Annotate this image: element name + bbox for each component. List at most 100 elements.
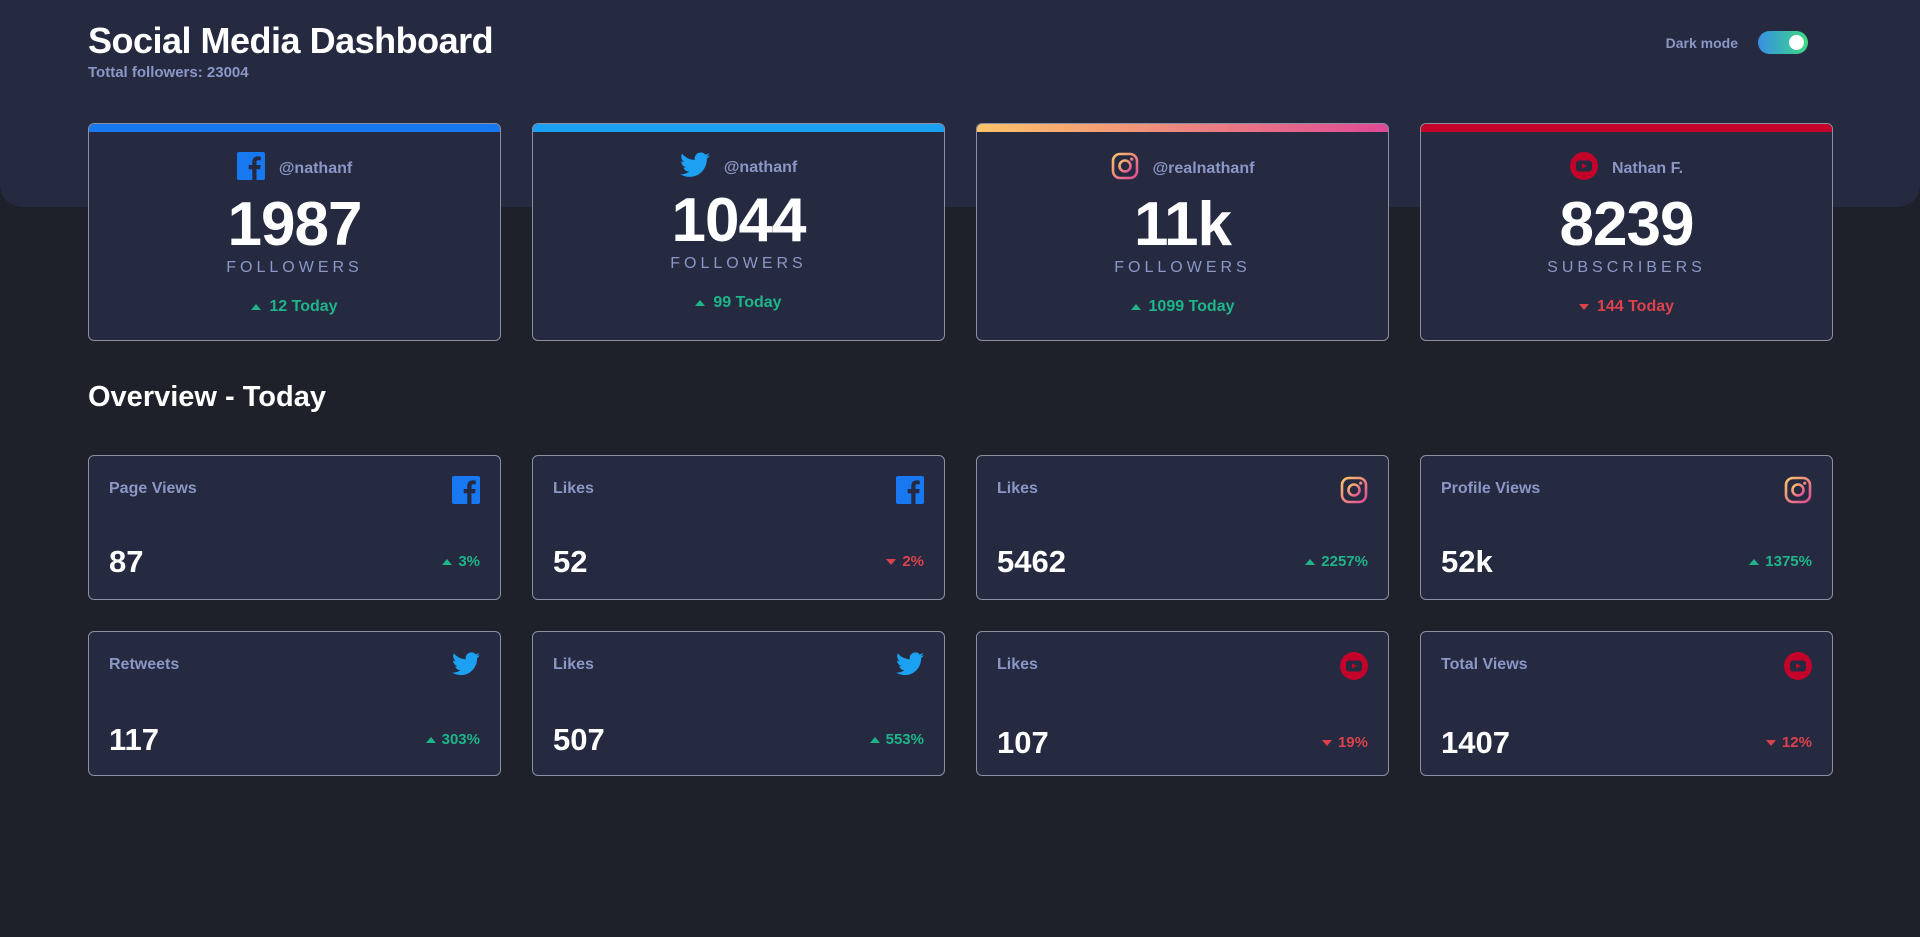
facebook-icon: [452, 476, 480, 509]
overview-title: Overview - Today: [88, 381, 326, 413]
metric-change: 2257%: [1305, 553, 1368, 570]
handle: Nathan F.: [1611, 159, 1684, 177]
dashboard: Social Media Dashboard Tottal followers:…: [88, 0, 1833, 937]
arrow-up-icon: [695, 300, 706, 306]
overview-card-facebook-page-views[interactable]: Page Views 87 3%: [88, 455, 501, 600]
metric-label: Likes: [997, 656, 1038, 673]
instagram-icon: [1340, 476, 1368, 509]
change-text: 303%: [441, 731, 480, 748]
overview-card-youtube-likes[interactable]: Likes 107 19%: [976, 631, 1389, 776]
card-accent-bar: [1421, 124, 1832, 132]
overview-grid: Page Views 87 3% Likes 52 2% Likes: [88, 455, 1833, 776]
arrow-down-icon: [886, 558, 897, 565]
metric-change: 2%: [886, 553, 924, 570]
delta-text: 1099 Today: [1148, 298, 1235, 315]
metric-value: 52: [553, 544, 588, 579]
total-followers: Tottal followers: 23004: [88, 64, 249, 81]
follower-card-youtube[interactable]: Nathan F. 8239 SUBSCRIBERS 144 Today: [1420, 123, 1833, 341]
arrow-up-icon: [869, 736, 880, 743]
metric-label: Likes: [997, 480, 1038, 497]
change-text: 2%: [902, 553, 924, 570]
follower-card-twitter[interactable]: @nathanf 1044 FOLLOWERS 99 Today: [532, 123, 945, 341]
handle-row: @nathanf: [533, 152, 944, 183]
instagram-icon: [1784, 476, 1812, 509]
card-accent-bar: [977, 124, 1388, 132]
youtube-icon: [1340, 652, 1368, 685]
metric-value: 107: [997, 725, 1049, 760]
metric-change: 553%: [869, 731, 924, 748]
dark-mode-control: Dark mode: [1666, 31, 1808, 54]
follower-label: SUBSCRIBERS: [1547, 259, 1706, 276]
arrow-up-icon: [1749, 558, 1760, 565]
twitter-icon: [896, 652, 924, 681]
overview-card-youtube-total-views[interactable]: Total Views 1407 12%: [1420, 631, 1833, 776]
arrow-down-icon: [1765, 739, 1776, 746]
dark-mode-toggle[interactable]: [1758, 31, 1808, 54]
metric-value: 507: [553, 722, 605, 757]
arrow-down-icon: [1321, 739, 1332, 746]
change-text: 553%: [885, 731, 924, 748]
change-text: 3%: [458, 553, 480, 570]
metric-value: 1407: [1441, 725, 1510, 760]
overview-card-facebook-likes[interactable]: Likes 52 2%: [532, 455, 945, 600]
handle: @realnathanf: [1152, 159, 1255, 177]
follower-cards: @nathanf 1987 FOLLOWERS 12 Today @nathan…: [88, 123, 1833, 341]
metric-change: 303%: [425, 731, 480, 748]
youtube-icon: [1569, 152, 1598, 185]
metric-change: 12%: [1765, 734, 1812, 751]
handle: @nathanf: [278, 159, 353, 177]
follower-card-facebook[interactable]: @nathanf 1987 FOLLOWERS 12 Today: [88, 123, 501, 341]
metric-label: Profile Views: [1441, 480, 1541, 497]
overview-card-instagram-likes[interactable]: Likes 5462 2257%: [976, 455, 1389, 600]
dark-mode-label: Dark mode: [1665, 34, 1738, 51]
overview-card-twitter-retweets[interactable]: Retweets 117 303%: [88, 631, 501, 776]
metric-change: 19%: [1321, 734, 1368, 751]
metric-label: Total Views: [1441, 656, 1528, 673]
card-accent-bar: [89, 124, 500, 132]
instagram-icon: [1111, 152, 1139, 185]
follower-label: FOLLOWERS: [670, 255, 807, 272]
facebook-icon: [896, 476, 924, 509]
follower-delta: 1099 Today: [977, 298, 1388, 316]
arrow-up-icon: [251, 304, 262, 310]
change-text: 2257%: [1321, 553, 1368, 570]
overview-card-twitter-likes[interactable]: Likes 507 553%: [532, 631, 945, 776]
metric-value: 5462: [997, 544, 1066, 579]
follower-card-instagram[interactable]: @realnathanf 11k FOLLOWERS 1099 Today: [976, 123, 1389, 341]
delta-text: 12 Today: [269, 298, 338, 315]
facebook-icon: [236, 152, 265, 185]
change-text: 12%: [1781, 734, 1812, 751]
metric-label: Likes: [553, 480, 594, 497]
card-accent-bar: [533, 124, 944, 132]
twitter-icon: [452, 652, 480, 681]
follower-count: 11k: [1133, 190, 1232, 259]
metric-value: 117: [109, 722, 160, 757]
header: Social Media Dashboard Tottal followers:…: [88, 20, 1833, 81]
follower-count: 1044: [671, 186, 807, 255]
metric-change: 3%: [442, 553, 480, 570]
handle-row: Nathan F.: [1421, 152, 1832, 185]
metric-label: Likes: [553, 656, 594, 673]
follower-count: 8239: [1559, 190, 1695, 259]
change-text: 1375%: [1765, 553, 1812, 570]
follower-label: FOLLOWERS: [226, 259, 363, 276]
arrow-up-icon: [1305, 558, 1316, 565]
arrow-down-icon: [1578, 304, 1589, 310]
arrow-up-icon: [442, 558, 453, 565]
twitter-icon: [679, 152, 710, 183]
metric-label: Retweets: [109, 656, 180, 673]
metric-label: Page Views: [109, 480, 197, 497]
follower-delta: 99 Today: [533, 294, 944, 312]
youtube-icon: [1784, 652, 1812, 685]
handle-row: @nathanf: [89, 152, 500, 185]
metric-value: 87: [109, 544, 144, 579]
overview-card-instagram-profile-views[interactable]: Profile Views 52k 1375%: [1420, 455, 1833, 600]
toggle-knob: [1789, 35, 1804, 50]
arrow-up-icon: [1130, 304, 1141, 310]
follower-delta: 144 Today: [1421, 298, 1832, 316]
delta-text: 99 Today: [713, 294, 782, 311]
metric-value: 52k: [1441, 544, 1493, 579]
follower-label: FOLLOWERS: [1114, 259, 1251, 276]
follower-count: 1987: [227, 190, 363, 259]
page-title: Social Media Dashboard: [88, 20, 494, 61]
